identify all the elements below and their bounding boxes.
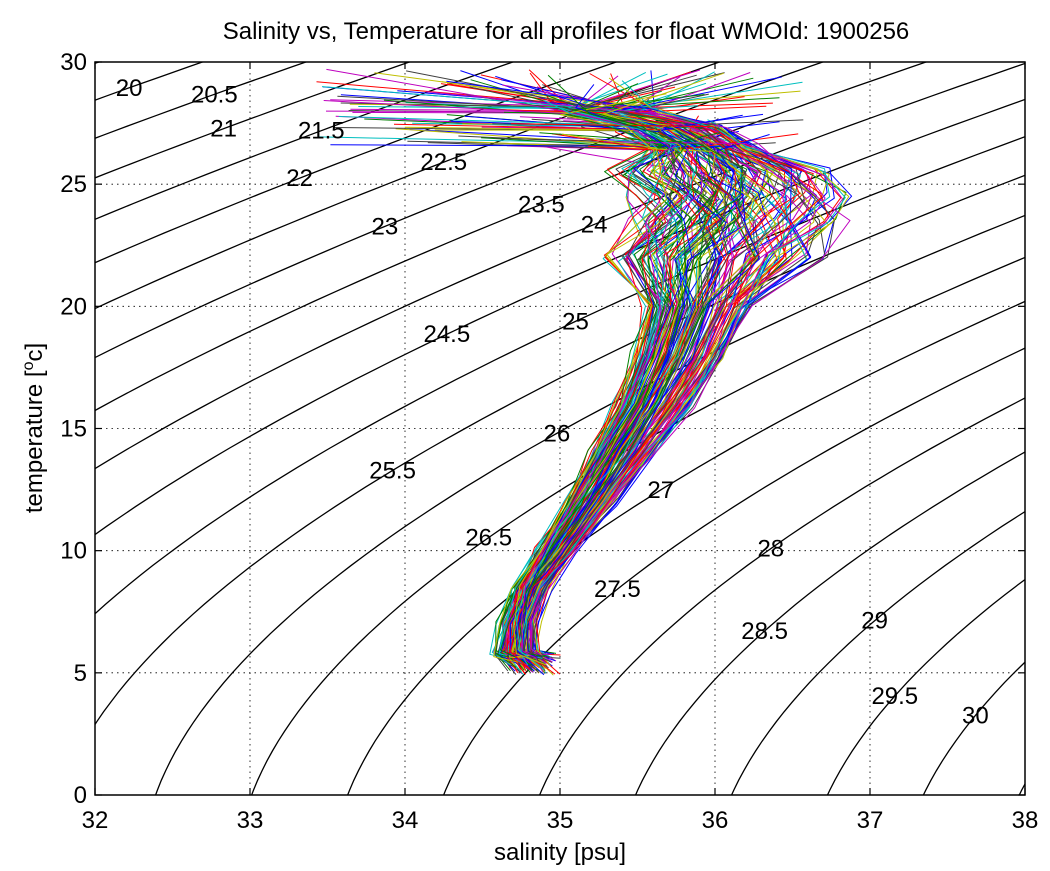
isopycnal-label: 27: [647, 477, 674, 504]
isopycnal-line: [95, 62, 412, 179]
isopycnal-label: 22.5: [420, 149, 467, 176]
profile-line: [521, 144, 676, 659]
isopycnal-line: [826, 578, 1025, 795]
x-axis-label: salinity [psu]: [494, 839, 626, 866]
isopycnal-line: [730, 510, 1025, 795]
x-tick-label: 38: [1012, 807, 1039, 834]
isopycnal-label: 25: [562, 308, 589, 335]
profile-line: [516, 100, 672, 670]
y-axis-label: temperature [oc]: [20, 343, 48, 513]
isopycnal-label: 29: [861, 608, 888, 635]
profile-line: [338, 116, 695, 656]
y-tick-label: 10: [60, 538, 87, 565]
profile-line: [509, 134, 770, 657]
profile-line: [337, 95, 835, 655]
profile-line: [515, 84, 693, 676]
isopycnal-line: [442, 347, 1025, 795]
profile-line: [403, 106, 684, 666]
isopycnal-label: 24.5: [423, 321, 470, 348]
profile-line: [509, 146, 777, 658]
y-tick-label: 5: [74, 660, 87, 687]
isopycnal-label: 20.5: [191, 81, 238, 108]
profile-line: [499, 132, 744, 659]
y-axis-label-main: temperature [: [21, 370, 48, 513]
isopycnal-label: 25.5: [369, 457, 416, 484]
isopycnal-label: 30: [962, 702, 989, 729]
isopycnal-label: 21: [210, 116, 237, 143]
y-tick-label: 25: [60, 171, 87, 198]
profile-line: [508, 145, 698, 675]
isopycnal-label: 24: [581, 211, 608, 238]
y-tick-label: 20: [60, 293, 87, 320]
isopycnal-label: 23: [371, 213, 398, 240]
isopycnal-line: [95, 174, 1025, 726]
isopycnal-line: [634, 451, 1025, 795]
profile-line: [405, 102, 781, 671]
profile-line: [519, 74, 726, 657]
y-axis-label-sup: o: [20, 361, 37, 370]
chart-title: Salinity vs, Temperature for all profile…: [223, 18, 910, 45]
isopycnal-line: [95, 98, 1025, 536]
isopycnal-label: 26: [544, 420, 571, 447]
x-tick-label: 34: [392, 807, 419, 834]
isopycnal-line: [95, 62, 515, 220]
profile-line: [523, 93, 760, 660]
isopycnal-line: [346, 300, 1025, 795]
profile-line: [426, 91, 851, 673]
isopycnal-line: [95, 136, 1025, 615]
profile-line: [494, 131, 723, 672]
y-tick-label: 15: [60, 416, 87, 443]
isopycnal-label: 26.5: [465, 525, 512, 552]
isopycnal-label: 20: [116, 75, 143, 102]
y-tick-label: 30: [60, 49, 87, 76]
isopycnal-line: [95, 62, 619, 264]
isopycnal-label: 27.5: [594, 576, 641, 603]
profile-line: [531, 119, 805, 672]
isopycnal-contours: [95, 62, 1025, 795]
profile-line: [533, 77, 850, 667]
x-tick-label: 33: [237, 807, 264, 834]
x-tick-label: 35: [547, 807, 574, 834]
y-tick-label: 0: [74, 782, 87, 809]
isopycnal-label: 28: [757, 536, 784, 563]
isopycnal-label: 22: [286, 165, 313, 192]
isopycnal-line: [538, 397, 1025, 795]
isopycnal-line: [95, 62, 722, 310]
isopycnal-labels: 20 20.5 21 21.5 22 22.5 23 23.5 24 24.5 25 25.5 26 26…: [116, 75, 989, 730]
profile-line: [492, 123, 747, 657]
x-tick-label: 32: [82, 807, 109, 834]
profile-line: [513, 133, 667, 666]
isopycnal-label: 28.5: [741, 618, 788, 645]
profile-line: [530, 141, 844, 663]
isopycnal-line: [154, 214, 1025, 795]
isopycnal-line: [95, 62, 825, 359]
isopycnal-label: 21.5: [298, 118, 345, 145]
isopycnal-label: 23.5: [518, 191, 565, 218]
x-tick-label: 37: [857, 807, 884, 834]
isopycnal-line: [95, 62, 928, 412]
y-axis-label-end: c]: [21, 343, 48, 362]
isopycnal-label: 29.5: [871, 683, 918, 710]
profile-lines: [316, 68, 853, 676]
isopycnal-line: [922, 661, 1025, 795]
x-tick-label: 36: [702, 807, 729, 834]
profile-line: [535, 126, 829, 675]
profile-line: [493, 93, 681, 663]
axis-ticks: 32 33 34 35 36 37 38 0 5 10 15 20 25 30: [60, 49, 1038, 834]
